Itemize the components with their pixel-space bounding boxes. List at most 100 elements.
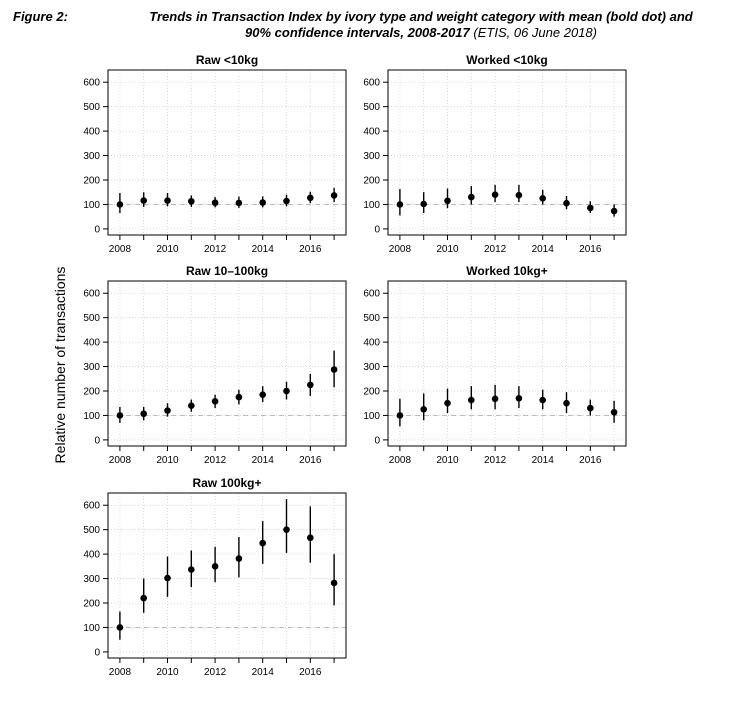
mean-point [444, 197, 451, 205]
x-tick-label: 2016 [299, 667, 322, 678]
mean-point [164, 407, 171, 414]
mean-point [140, 410, 147, 418]
x-tick-label: 2012 [204, 455, 227, 466]
plot-frame [107, 69, 347, 236]
mean-point [307, 381, 314, 389]
x-tick-label: 2016 [299, 455, 322, 466]
y-tick-label: 400 [363, 338, 380, 349]
chart-panel: Raw 100kg+ 0 100 200 300 400 500 600 2008 2010 201… [83, 476, 347, 678]
mean-point [211, 199, 219, 207]
mean-point [491, 395, 499, 403]
mean-point [188, 402, 195, 409]
x-tick-label: 2008 [109, 667, 132, 678]
mean-point [610, 408, 618, 416]
mean-point [420, 200, 428, 208]
x-tick-label: 2010 [436, 244, 459, 255]
chart-panel: Worked <10kg 0 100 200 300 400 500 600 2008 2010 2… [363, 53, 627, 255]
x-tick-label: 2008 [389, 455, 412, 466]
plot-frame [387, 280, 627, 447]
mean-point [539, 195, 546, 202]
x-tick-label: 2010 [156, 667, 179, 678]
y-tick-label: 400 [83, 127, 100, 138]
mean-point [563, 199, 570, 207]
mean-point [188, 566, 195, 573]
y-tick-label: 0 [94, 435, 100, 446]
mean-point [116, 624, 124, 631]
y-tick-label: 0 [374, 435, 380, 446]
mean-point [259, 391, 267, 398]
chart-panel: Raw 10–100kg 0 100 200 300 400 500 600 2008 2010 2… [83, 264, 347, 466]
mean-point [283, 526, 290, 533]
figure-label: Figure 2: [13, 9, 68, 24]
mean-point [116, 412, 124, 419]
chart-panel: Worked 10kg+ 0 100 200 300 400 500 600 2008 2010 2… [363, 264, 627, 466]
panel-title: Raw 100kg+ [192, 476, 261, 490]
y-tick-label: 500 [363, 102, 380, 113]
x-tick-label: 2014 [252, 244, 275, 255]
y-tick-label: 100 [83, 623, 100, 634]
mean-point [444, 399, 451, 407]
y-tick-label: 300 [83, 151, 100, 162]
mean-point [307, 194, 314, 202]
mean-point [396, 201, 404, 208]
mean-point [140, 197, 147, 204]
x-tick-label: 2014 [532, 244, 555, 255]
y-tick-label: 400 [363, 127, 380, 138]
y-tick-label: 500 [83, 102, 100, 113]
mean-point [396, 412, 404, 419]
y-tick-label: 0 [374, 224, 380, 235]
x-tick-label: 2010 [156, 244, 179, 255]
mean-point [259, 199, 267, 206]
mean-point [468, 193, 475, 201]
chart-panel: Raw <10kg 0 100 200 300 400 500 600 2008 2010 2012… [83, 53, 347, 255]
mean-point [235, 555, 243, 562]
mean-point [235, 393, 243, 401]
y-tick-label: 600 [363, 289, 380, 300]
x-tick-label: 2012 [484, 244, 507, 255]
panel-title: Worked 10kg+ [466, 264, 547, 278]
y-tick-label: 0 [94, 647, 100, 658]
x-tick-label: 2008 [389, 244, 412, 255]
x-tick-label: 2016 [579, 244, 602, 255]
y-tick-label: 200 [83, 176, 100, 187]
y-tick-label: 100 [83, 200, 100, 211]
x-tick-label: 2014 [252, 455, 275, 466]
y-tick-label: 300 [363, 151, 380, 162]
panel-title: Raw 10–100kg [186, 264, 268, 278]
mean-point [188, 197, 195, 205]
figure-title-line1: Trends in Transaction Index by ivory typ… [149, 9, 693, 24]
y-tick-label: 300 [363, 362, 380, 373]
mean-point [563, 399, 570, 407]
mean-point [515, 395, 523, 402]
mean-point [211, 397, 219, 405]
y-tick-label: 500 [363, 313, 380, 324]
x-tick-label: 2010 [156, 455, 179, 466]
y-tick-label: 400 [83, 550, 100, 561]
figure-source: (ETIS, 06 June 2018) [473, 25, 597, 40]
x-tick-label: 2014 [532, 455, 555, 466]
figure-title: Trends in Transaction Index by ivory typ… [96, 9, 746, 41]
mean-point [330, 579, 338, 587]
mean-point [515, 191, 523, 199]
x-tick-label: 2012 [484, 455, 507, 466]
mean-point [140, 594, 147, 602]
mean-point [420, 406, 428, 413]
x-tick-label: 2008 [109, 244, 132, 255]
x-tick-label: 2008 [109, 455, 132, 466]
x-tick-label: 2014 [252, 667, 275, 678]
mean-point [164, 574, 171, 582]
y-tick-label: 600 [83, 78, 100, 89]
mean-point [330, 192, 338, 199]
y-tick-label: 100 [83, 411, 100, 422]
mean-point [164, 197, 171, 204]
mean-point [283, 197, 290, 205]
mean-point [235, 199, 243, 207]
mean-point [330, 366, 338, 373]
y-tick-label: 0 [94, 224, 100, 235]
x-tick-label: 2012 [204, 667, 227, 678]
x-tick-label: 2010 [436, 455, 459, 466]
panel-title: Worked <10kg [466, 53, 547, 67]
mean-point [307, 534, 314, 542]
y-tick-label: 600 [83, 501, 100, 512]
